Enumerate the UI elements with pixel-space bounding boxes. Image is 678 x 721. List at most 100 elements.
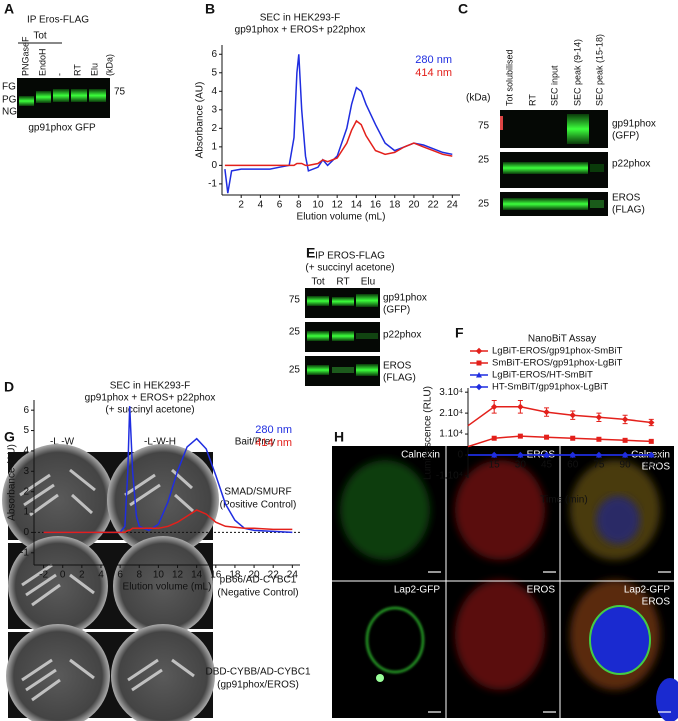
chart-title: (+ succinyl acetone) bbox=[105, 405, 194, 416]
series-line bbox=[467, 435, 652, 448]
y-tick-label: 0 bbox=[211, 160, 217, 171]
x-tick-label: 0 bbox=[60, 570, 66, 581]
legend-entry: 280 nm bbox=[415, 54, 452, 66]
x-tick-label: 8 bbox=[296, 200, 302, 211]
lane-label: - bbox=[54, 73, 64, 76]
x-tick-label: 2 bbox=[238, 200, 244, 211]
column-header: -L-W-H bbox=[144, 437, 176, 448]
x-tick-label: 16 bbox=[370, 200, 382, 211]
y-axis-label: Absorbance (AU) bbox=[195, 82, 206, 159]
legend-entry: SmBiT-EROS/gp91phox-LgBiT bbox=[492, 358, 623, 369]
blot-title: (+ succinyl acetone) bbox=[305, 263, 394, 274]
mw-label: 25 bbox=[289, 365, 301, 376]
legend-entry: 414 nm bbox=[255, 437, 292, 449]
x-tick-label: 18 bbox=[229, 570, 241, 581]
marker bbox=[648, 419, 655, 426]
y-tick-label: 6 bbox=[211, 49, 217, 60]
panel-h: Calnexin EROS Calnexin EROS Lap2-GFP ERO… bbox=[332, 446, 678, 721]
chart-title: NanoBiT Assay bbox=[528, 334, 596, 345]
stain-label: Lap2-GFP bbox=[394, 585, 440, 596]
panel-e: IP EROS-FLAG (+ succinyl acetone) Tot RT… bbox=[289, 251, 427, 386]
row-label: p22phox bbox=[612, 159, 650, 170]
marker bbox=[648, 438, 654, 444]
lane-label: SEC peak (15-18) bbox=[594, 34, 604, 106]
marker bbox=[621, 416, 629, 423]
lane-label: EndoH bbox=[37, 48, 47, 76]
x-tick-label: 60 bbox=[567, 460, 579, 471]
panel-letter: B bbox=[205, 1, 215, 17]
x-axis-label: Elution volume (mL) bbox=[297, 212, 386, 223]
panel-letter: F bbox=[455, 325, 464, 341]
x-tick-label: 15 bbox=[489, 460, 501, 471]
x-axis-label: Time (min) bbox=[540, 495, 587, 506]
lane-label: Tot solubilised bbox=[504, 49, 514, 106]
column-header: Bait/Prey bbox=[235, 437, 276, 448]
lane-label: PNGaseF bbox=[20, 36, 30, 76]
legend-marker bbox=[476, 372, 482, 378]
legend-entry: 280 nm bbox=[255, 424, 292, 436]
x-tick-label: 30 bbox=[515, 460, 527, 471]
unit-label: (kDa) bbox=[104, 54, 114, 76]
panel-g: -L -W -L-W-H Bait/Prey SMAD/SMURF (Posit… bbox=[2, 437, 311, 721]
y-tick-label: 6 bbox=[23, 405, 29, 416]
panel-letter: C bbox=[458, 1, 468, 17]
y-tick-label: 2 bbox=[211, 123, 217, 134]
legend-marker bbox=[475, 347, 483, 355]
x-tick-label: 45 bbox=[541, 460, 553, 471]
y-tick-label: 1 bbox=[211, 141, 217, 152]
y-tick-label: 3 bbox=[211, 104, 217, 115]
panel-letters: A B C D E F G H bbox=[4, 1, 468, 445]
row-label: (GFP) bbox=[383, 305, 410, 316]
mw-label: 25 bbox=[478, 155, 490, 166]
panel-c: Tot solubilised RT SEC input SEC peak (9… bbox=[466, 34, 656, 216]
x-tick-label: 4 bbox=[258, 200, 264, 211]
row-label: DBD-CYBB/AD-CYBC1 bbox=[205, 667, 310, 678]
marker bbox=[622, 437, 628, 443]
row-label: pB66/AD-CYBC1 bbox=[220, 575, 297, 586]
x-tick-label: 18 bbox=[389, 200, 401, 211]
row-label: EROS bbox=[612, 193, 641, 204]
marker bbox=[569, 412, 576, 419]
x-tick-label: 90 bbox=[620, 460, 632, 471]
group-label: Tot bbox=[33, 31, 47, 42]
bands bbox=[500, 114, 604, 210]
panel-letter: D bbox=[4, 379, 14, 395]
y-tick-label: 5 bbox=[23, 425, 29, 436]
y-tick-label: 3.10⁴ bbox=[439, 387, 463, 398]
x-tick-label: 12 bbox=[332, 200, 344, 211]
x-tick-label: 14 bbox=[191, 570, 203, 581]
row-label: gp91phox bbox=[383, 293, 427, 304]
stain-label: EROS bbox=[642, 597, 671, 608]
bands bbox=[307, 294, 378, 376]
marker bbox=[648, 451, 655, 459]
y-tick-label: 0 bbox=[23, 527, 29, 538]
row-label: SMAD/SMURF bbox=[224, 487, 291, 498]
marker bbox=[544, 434, 550, 440]
legend-marker bbox=[476, 360, 482, 366]
x-tick-label: 20 bbox=[249, 570, 261, 581]
x-tick-label: 12 bbox=[172, 570, 184, 581]
row-label: (gp91phox/EROS) bbox=[217, 680, 299, 691]
y-tick-label: 5 bbox=[211, 67, 217, 78]
series-line bbox=[224, 119, 453, 167]
y-tick-label: 2.10⁴ bbox=[439, 408, 463, 419]
legend-marker bbox=[475, 383, 483, 391]
mw-label: 75 bbox=[478, 121, 490, 132]
marker bbox=[621, 451, 629, 459]
band-label: NG bbox=[2, 107, 17, 118]
x-tick-label: 14 bbox=[351, 200, 363, 211]
panel-a: IP Eros-FLAG Tot PNGaseF EndoH - RT Elu … bbox=[2, 15, 126, 134]
cells bbox=[340, 460, 678, 721]
y-tick-label: 3 bbox=[23, 466, 29, 477]
plates bbox=[2, 444, 219, 721]
marker bbox=[596, 436, 602, 442]
x-tick-label: 6 bbox=[117, 570, 123, 581]
panel-letter: E bbox=[306, 245, 315, 261]
panel-letter: H bbox=[334, 429, 344, 445]
chart-title: SEC in HEK293-F bbox=[110, 381, 191, 392]
y-tick-label: 4 bbox=[23, 446, 29, 457]
y-tick-label: 1.10⁴ bbox=[439, 429, 463, 440]
chart-title: gp91phox + EROS+ p22phox bbox=[235, 25, 366, 36]
y-tick-label: -1 bbox=[20, 547, 29, 558]
lane-label: Elu bbox=[361, 277, 375, 288]
